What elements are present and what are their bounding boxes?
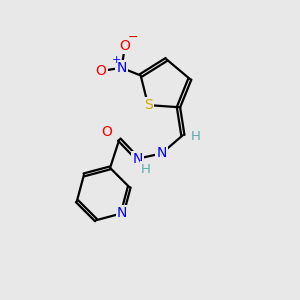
Text: H: H — [141, 163, 151, 176]
Text: H: H — [190, 130, 200, 143]
Text: O: O — [101, 125, 112, 139]
Text: N: N — [117, 206, 128, 220]
Text: N: N — [132, 152, 143, 166]
Text: +: + — [112, 55, 121, 64]
Text: O: O — [119, 39, 130, 53]
Text: O: O — [95, 64, 106, 78]
Text: −: − — [128, 31, 139, 44]
Text: N: N — [157, 146, 167, 161]
Text: N: N — [116, 61, 127, 75]
Text: S: S — [144, 98, 152, 112]
